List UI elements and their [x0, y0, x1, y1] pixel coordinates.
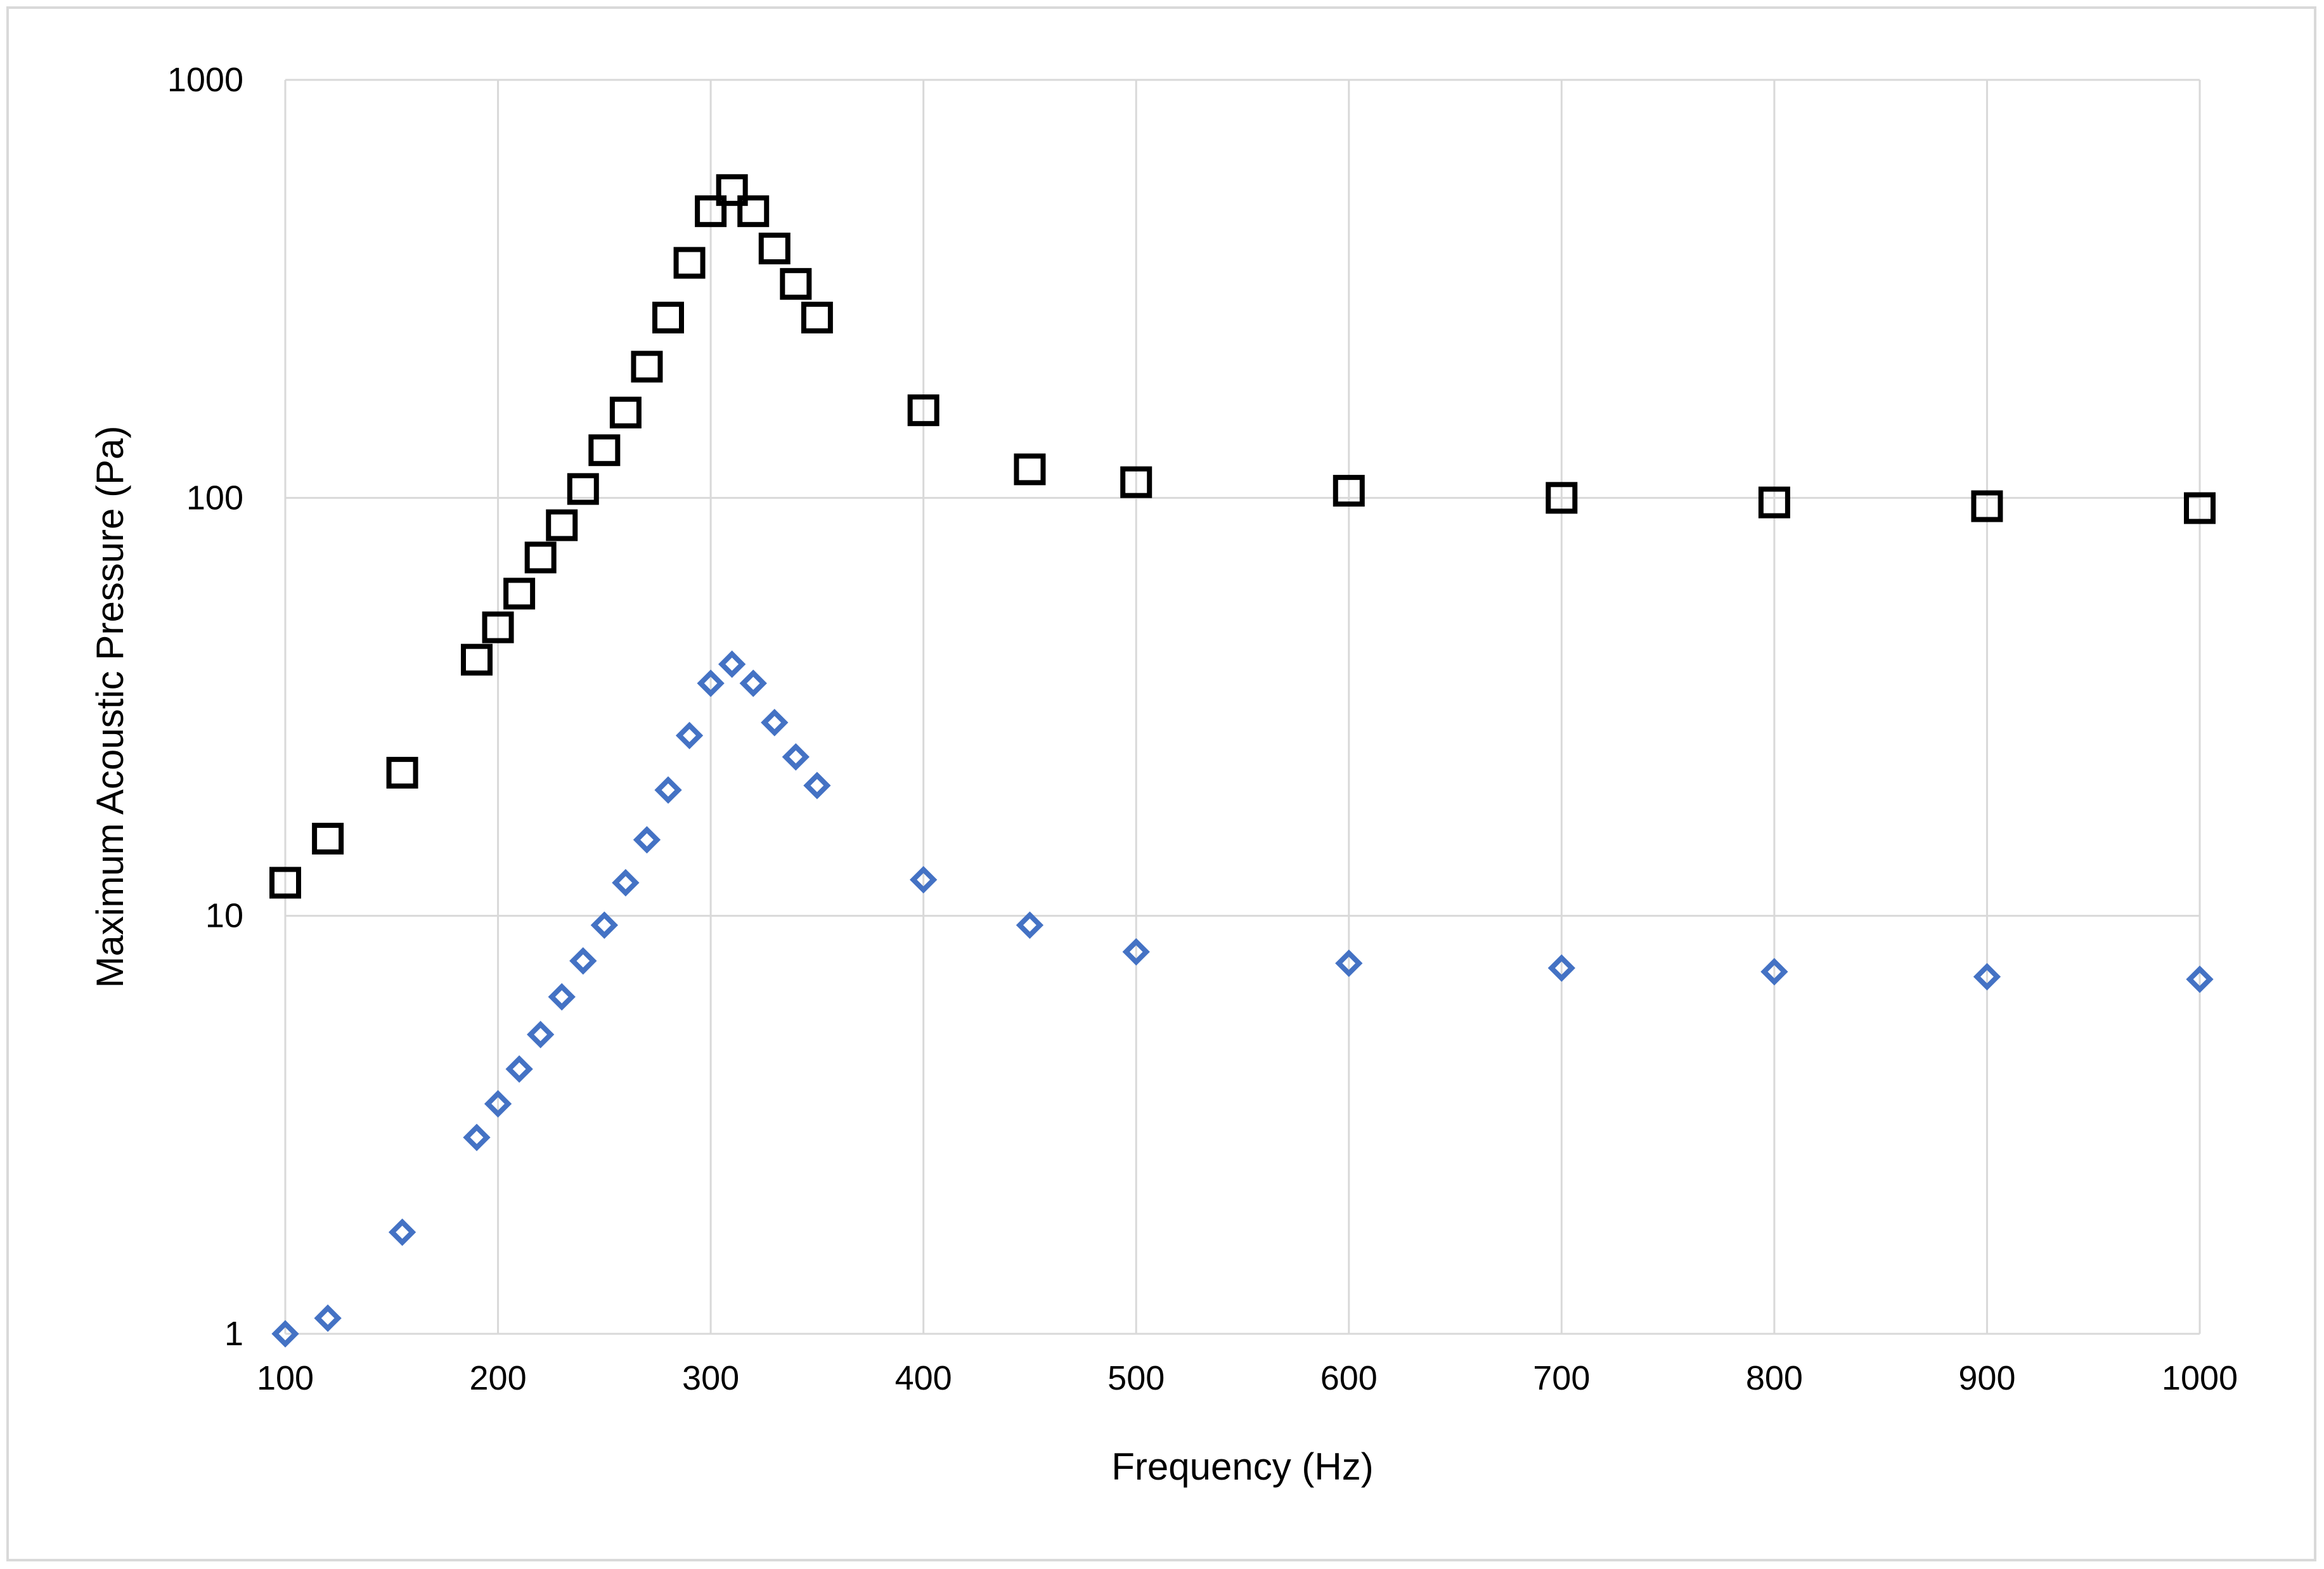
square-point-5: [503, 578, 536, 610]
diamond-point-6: [527, 1021, 555, 1049]
square-point-27: [2184, 492, 2216, 524]
square-point-12: [652, 301, 684, 333]
x-tick-label-600: 600: [1320, 1359, 1378, 1397]
x-axis-title: Frequency (Hz): [1111, 1445, 1373, 1488]
x-tick-label-800: 800: [1746, 1359, 1803, 1397]
diamond-point-27: [2186, 965, 2214, 993]
x-tick-label-200: 200: [470, 1359, 527, 1397]
square-point-19: [801, 301, 833, 333]
diamond-point-17: [761, 709, 789, 737]
series-0-square-markers: [269, 174, 2216, 899]
square-point-17: [758, 232, 791, 264]
diamond-point-2: [388, 1218, 416, 1246]
diamond-point-15: [718, 650, 746, 678]
diamond-point-9: [590, 911, 618, 939]
diamond-point-5: [505, 1055, 533, 1083]
square-point-6: [524, 541, 557, 574]
square-point-21: [1014, 453, 1046, 486]
x-tick-label-400: 400: [895, 1359, 952, 1397]
square-point-16: [737, 195, 770, 228]
diamond-point-1: [314, 1304, 342, 1332]
tick-label-layer: 100 200 300 400 500 600 700 800 900 1000 1 10 100 100…: [167, 61, 2238, 1397]
diamond-point-26: [1973, 963, 2001, 991]
grid-layer: [284, 79, 2201, 1335]
square-point-25: [1758, 486, 1790, 519]
series-1-diamond-markers: [271, 650, 2214, 1348]
y-tick-label-10: 10: [205, 897, 243, 935]
square-point-8: [567, 473, 599, 505]
diamond-point-21: [1016, 911, 1044, 939]
diamond-point-8: [569, 947, 597, 975]
y-axis-title: Maximum Acoustic Pressure (Pa): [89, 426, 131, 988]
diamond-point-12: [654, 776, 682, 804]
diamond-point-3: [463, 1123, 491, 1151]
square-point-22: [1120, 466, 1152, 498]
square-point-24: [1546, 482, 1578, 514]
diamond-point-16: [739, 669, 767, 697]
x-tick-label-500: 500: [1107, 1359, 1165, 1397]
square-point-1: [312, 822, 344, 855]
marks-layer: [269, 174, 2216, 1348]
diamond-point-18: [782, 743, 810, 771]
diamond-point-4: [484, 1090, 512, 1118]
square-point-0: [269, 867, 301, 899]
square-point-4: [482, 611, 514, 643]
square-point-23: [1333, 475, 1365, 507]
x-tick-label-100: 100: [257, 1359, 314, 1397]
square-point-18: [780, 268, 812, 300]
x-tick-label-900: 900: [1958, 1359, 2015, 1397]
chart-frame: 100 200 300 400 500 600 700 800 900 1000 1 10 100 100…: [6, 6, 2316, 1561]
diamond-point-14: [697, 669, 725, 697]
square-point-10: [609, 396, 642, 429]
square-point-3: [461, 643, 493, 676]
square-point-11: [631, 351, 663, 383]
x-tick-label-700: 700: [1533, 1359, 1590, 1397]
diamond-point-22: [1122, 938, 1150, 966]
diamond-point-11: [633, 826, 661, 854]
diamond-point-19: [803, 772, 831, 799]
diamond-point-25: [1760, 958, 1788, 986]
diamond-point-10: [612, 868, 640, 897]
diamond-point-7: [548, 983, 576, 1011]
chart-svg: 100 200 300 400 500 600 700 800 900 1000 1 10 100 100…: [89, 61, 2238, 1488]
diamond-point-13: [675, 721, 704, 749]
square-point-9: [588, 434, 621, 467]
square-point-20: [907, 394, 939, 427]
square-point-15: [716, 174, 748, 206]
y-tick-label-100: 100: [186, 479, 243, 517]
square-point-7: [546, 509, 578, 541]
y-tick-label-1000: 1000: [167, 61, 243, 99]
diamond-point-20: [910, 866, 938, 894]
diamond-point-24: [1547, 954, 1575, 982]
diamond-point-23: [1335, 949, 1363, 978]
square-point-26: [1971, 490, 2003, 522]
square-point-14: [695, 195, 727, 228]
diamond-point-0: [271, 1320, 299, 1348]
square-point-13: [673, 247, 706, 279]
x-tick-label-300: 300: [682, 1359, 739, 1397]
square-point-2: [386, 756, 418, 789]
x-tick-label-1000: 1000: [2162, 1359, 2238, 1397]
y-tick-label-1: 1: [224, 1315, 243, 1353]
